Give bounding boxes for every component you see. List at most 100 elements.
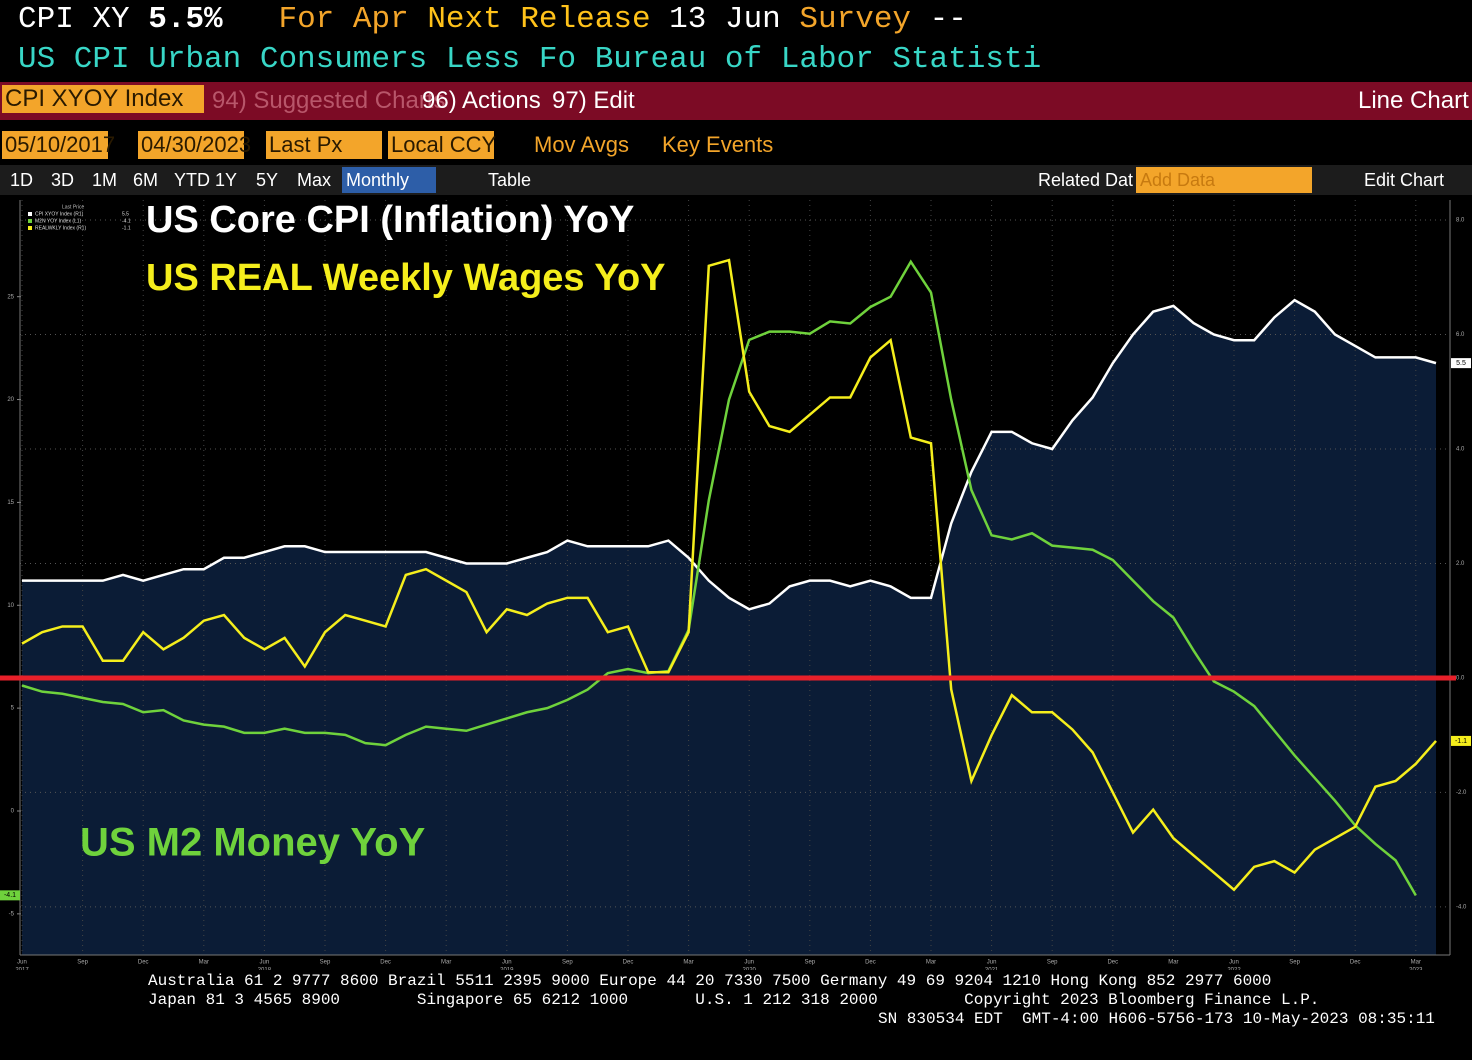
y-tick-label: -5 [9,911,15,917]
x-tick-label: Dec [865,960,876,966]
x-year-label: 2018 [258,968,272,970]
line [21,259,1417,896]
period-button[interactable]: 5Y [256,170,279,190]
end-date[interactable]: 04/30/2023 [138,131,251,159]
legend-label: REALWKLY Index (R1) [35,225,86,231]
x-tick-label: Sep [320,960,331,966]
description-line: US CPI Urban Consumers Less Fo Bureau of… [18,42,1041,77]
x-year-label: 2023 [1409,968,1423,970]
line [21,258,1437,892]
menu-item[interactable]: 94) Suggested Charts [212,87,446,114]
header-line: CPI XY 5.5% For Apr Next Release 13 Jun … [18,2,967,37]
value-tag-label: -1.1 [1455,738,1467,745]
x-tick-label: Dec [380,960,391,966]
description: US CPI Urban Consumers Less Fo [18,42,577,77]
frequency[interactable]: Monthly [342,167,436,193]
x-tick-label: Sep [804,960,815,966]
x-tick-label: Dec [1350,960,1361,966]
currency[interactable]: Local CCY [388,131,496,159]
last-value: 5.5% [148,2,223,37]
y-tick-label: 15 [7,500,14,506]
menu-item[interactable]: 97) Edit [552,87,635,114]
checkbox-label[interactable]: Key Events [662,132,774,157]
value-tag [0,890,20,901]
period-button[interactable]: YTD [174,170,210,190]
checkbox-label[interactable]: Mov Avgs [534,132,629,157]
y2-tick-label: -4.0 [1456,904,1467,910]
value-tag-label: -4.1 [4,892,16,899]
x-tick-label: Jun [502,960,512,966]
y2-tick-label: 0.0 [1456,676,1465,682]
y2-tick-label: -2.0 [1456,790,1467,796]
release-date: 13 Jun [669,2,781,37]
y-tick-label: 20 [7,397,14,403]
period-button[interactable]: 1M [92,170,118,190]
period: For Apr [278,2,409,37]
menu-item[interactable]: 96) Actions [422,87,541,114]
period-button[interactable]: 1D [10,170,34,190]
y2-tick-label: 4.0 [1456,447,1465,453]
value-tag [1451,358,1471,369]
period-button[interactable]: Max [297,170,332,190]
button[interactable]: Table [488,170,532,190]
x-tick-label: Sep [77,960,88,966]
period-button[interactable]: 6M [133,170,159,190]
period-button[interactable]: 3D [51,170,75,190]
x-tick-label: Dec [1107,960,1118,966]
y2-tick-label: 2.0 [1456,561,1465,567]
x-tick-label: Mar [441,960,451,966]
add-data-input[interactable]: Add Data [1136,167,1312,193]
ticker: CPI XY [18,2,130,37]
y-tick-label: 25 [7,294,14,300]
x-tick-label: Jun [987,960,997,966]
legend-title: Last Price [62,204,84,210]
x-tick-label: Jun [260,960,270,966]
annotation: US M2 Money YoY [80,821,426,865]
footer-line: Japan 81 3 4565 8900 Singapore 65 6212 1… [148,991,1320,1009]
field[interactable]: Last Px [266,131,382,159]
y-tick-label: 10 [7,603,14,609]
x-tick-label: Dec [138,960,149,966]
start-date[interactable]: 05/10/2017 [2,131,115,159]
legend-label: M2N YOY Index (L1) [35,218,82,224]
x-tick-label: Jun [1229,960,1239,966]
x-year-label: 2019 [500,968,514,970]
legend-swatch [28,212,32,216]
chart-type[interactable]: Line Chart [1358,87,1469,114]
button[interactable]: Edit Chart [1364,170,1445,190]
y2-tick-label: 6.0 [1456,332,1465,338]
x-year-label: 2022 [1227,968,1241,970]
security-input[interactable]: CPI XYOY Index [2,85,204,113]
y2-tick-label: 8.0 [1456,218,1465,224]
area [22,300,1436,955]
legend-swatch [28,226,32,230]
footer-line: Australia 61 2 9777 8600 Brazil 5511 239… [148,972,1272,990]
value-tag [1451,735,1471,746]
button[interactable]: Related Dat [1038,170,1134,190]
legend-swatch [28,219,32,223]
label: Survey [799,2,912,37]
x-tick-label: Sep [562,960,573,966]
survey: -- [929,2,967,37]
period-button[interactable]: 1Y [215,170,238,190]
legend-value: -1.1 [122,225,131,231]
annotation: US REAL Weekly Wages YoY [146,257,666,299]
legend-value: -4.1 [122,218,131,224]
x-year-label: 2017 [15,968,29,970]
legend-label: CPI XYOY Index (R1) [35,211,84,217]
x-tick-label: Dec [623,960,634,966]
x-tick-label: Mar [1168,960,1178,966]
value-tag-label: 5.5 [1456,360,1466,367]
x-tick-label: Sep [1047,960,1058,966]
source: Bureau of Labor Statisti [594,42,1042,77]
footer-line: SN 830534 EDT GMT-4:00 H606-5756-173 10-… [878,1010,1435,1028]
footer: Australia 61 2 9777 8600 Brazil 5511 239… [148,972,1435,1029]
x-tick-label: Mar [199,960,209,966]
x-tick-label: Jun [744,960,754,966]
settings-bar: 05/10/2017 04/30/2023 Last Px Local CCY … [0,128,1472,164]
x-year-label: 2020 [743,968,757,970]
x-tick-label: Sep [1289,960,1300,966]
label: Next Release [427,2,651,37]
chart: -4.0 -2.0 0.0 2.0 4.0 6.0 8.0 -5 0 5 10 15 20 25 Jun 20… [0,199,1471,970]
